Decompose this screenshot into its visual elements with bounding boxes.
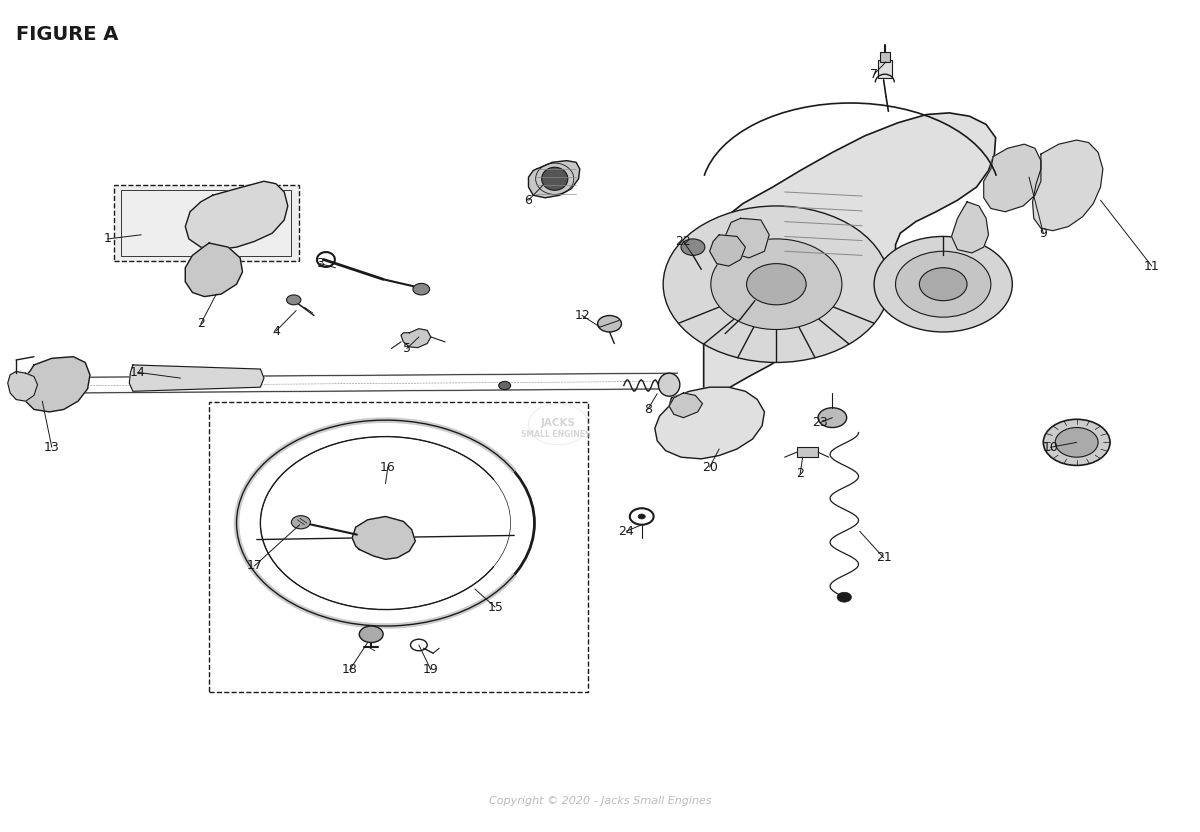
Text: 12: 12	[575, 309, 590, 322]
Ellipse shape	[541, 167, 568, 191]
Text: 17: 17	[246, 559, 263, 572]
Circle shape	[818, 408, 847, 428]
Text: 10: 10	[1043, 441, 1058, 453]
Circle shape	[638, 514, 646, 519]
Polygon shape	[709, 235, 745, 266]
Text: SMALL ENGINES: SMALL ENGINES	[521, 429, 590, 438]
Text: 23: 23	[812, 416, 828, 429]
Text: 18: 18	[342, 663, 358, 676]
Polygon shape	[670, 393, 702, 418]
Polygon shape	[130, 365, 264, 391]
Text: 6: 6	[524, 194, 533, 206]
Circle shape	[746, 264, 806, 305]
Circle shape	[359, 626, 383, 642]
Polygon shape	[20, 357, 90, 412]
Ellipse shape	[659, 374, 680, 396]
Circle shape	[919, 268, 967, 300]
Text: JACKS: JACKS	[541, 418, 576, 428]
Text: 1: 1	[104, 232, 112, 245]
Polygon shape	[7, 372, 37, 401]
Text: FIGURE A: FIGURE A	[16, 25, 119, 44]
Polygon shape	[528, 161, 580, 198]
Text: 22: 22	[676, 235, 691, 248]
Text: 11: 11	[1144, 260, 1159, 273]
Text: 7: 7	[870, 67, 878, 81]
Polygon shape	[401, 329, 431, 348]
Text: 2: 2	[797, 467, 804, 480]
Circle shape	[1043, 419, 1110, 465]
Text: 21: 21	[876, 551, 892, 564]
Polygon shape	[352, 517, 415, 559]
Text: 16: 16	[380, 461, 396, 473]
Bar	[121, 191, 292, 256]
Circle shape	[682, 239, 704, 255]
Text: Copyright © 2020 - Jacks Small Engines: Copyright © 2020 - Jacks Small Engines	[488, 796, 712, 806]
Polygon shape	[672, 113, 996, 426]
Text: 14: 14	[130, 366, 145, 379]
Bar	[797, 448, 818, 457]
Text: 5: 5	[403, 342, 410, 355]
Circle shape	[413, 284, 430, 295]
Polygon shape	[952, 202, 989, 253]
Bar	[114, 186, 299, 261]
Polygon shape	[1032, 140, 1103, 230]
Circle shape	[1055, 428, 1098, 457]
Bar	[877, 60, 892, 78]
Text: 15: 15	[487, 601, 503, 613]
Polygon shape	[185, 181, 288, 250]
Bar	[209, 402, 588, 692]
Bar	[880, 52, 889, 62]
Circle shape	[260, 437, 511, 610]
Circle shape	[499, 381, 511, 389]
Text: 9: 9	[1039, 226, 1048, 240]
Circle shape	[710, 239, 842, 329]
Circle shape	[598, 315, 622, 332]
Polygon shape	[185, 243, 242, 296]
Text: 4: 4	[272, 324, 280, 338]
Polygon shape	[655, 387, 764, 458]
Circle shape	[838, 592, 852, 602]
Text: 19: 19	[422, 663, 439, 676]
Circle shape	[292, 516, 311, 529]
Text: 3: 3	[316, 257, 324, 270]
Circle shape	[287, 295, 301, 305]
Polygon shape	[984, 144, 1040, 211]
Circle shape	[895, 251, 991, 317]
Text: 8: 8	[643, 403, 652, 416]
Circle shape	[664, 206, 889, 363]
Text: 20: 20	[702, 461, 718, 473]
Text: 13: 13	[44, 441, 60, 453]
Text: 24: 24	[618, 525, 634, 537]
Polygon shape	[725, 218, 769, 258]
Circle shape	[874, 236, 1013, 332]
Text: 2: 2	[197, 317, 205, 330]
